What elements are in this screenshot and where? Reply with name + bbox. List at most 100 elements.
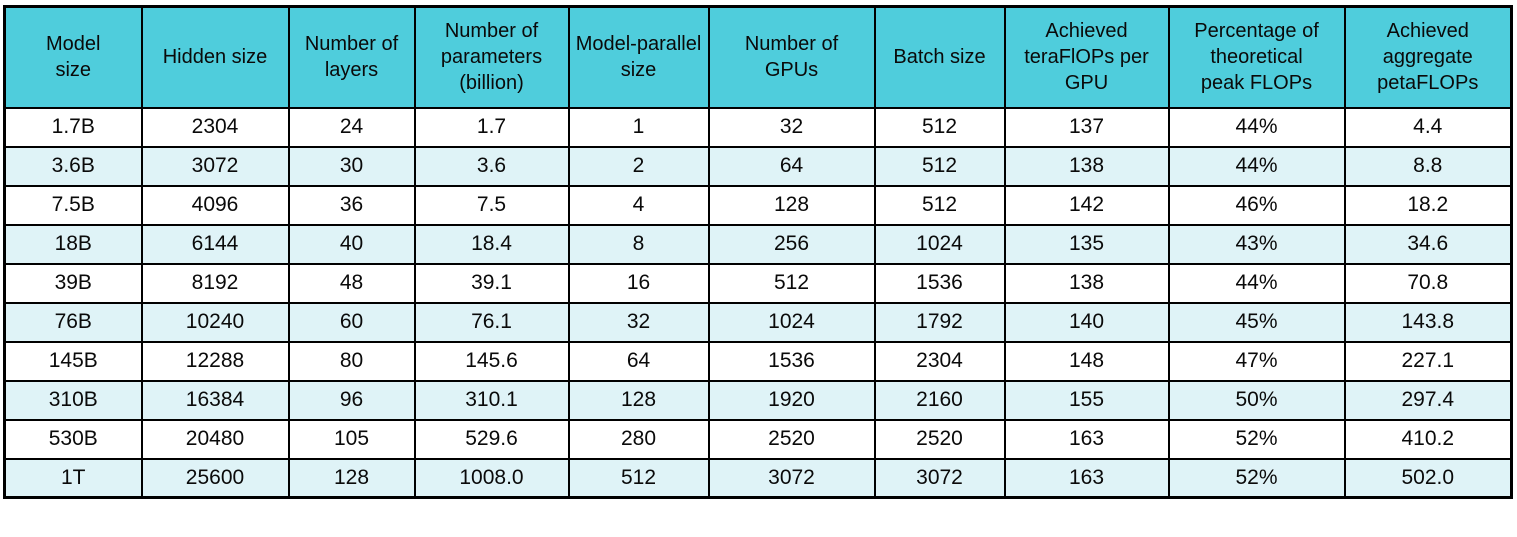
cell-aggregate-petaflops: 502.0	[1343, 457, 1513, 499]
column-header-batch-size: Batch size	[873, 5, 1006, 109]
cell-num-gpus: 2520	[707, 418, 876, 460]
cell-teraflops-per-gpu: 140	[1003, 301, 1170, 343]
cell-num-layers: 105	[287, 418, 416, 460]
column-header-teraflops-per-gpu: Achieved teraFlOPs per GPU	[1003, 5, 1170, 109]
cell-peak-flops-pct: 52%	[1167, 457, 1346, 499]
cell-hidden-size: 6144	[140, 223, 290, 265]
cell-batch-size: 512	[873, 145, 1006, 187]
cell-batch-size: 1792	[873, 301, 1006, 343]
cell-teraflops-per-gpu: 137	[1003, 106, 1170, 148]
cell-aggregate-petaflops: 34.6	[1343, 223, 1513, 265]
cell-hidden-size: 8192	[140, 262, 290, 304]
column-header-model-parallel: Model-parallel size	[567, 5, 710, 109]
table-row-310B: 310B 16384 96 310.1 128 1920 2160 155 50…	[3, 379, 1513, 421]
cell-num-layers: 80	[287, 340, 416, 382]
cell-model-size: 530B	[3, 418, 143, 460]
cell-peak-flops-pct: 44%	[1167, 262, 1346, 304]
cell-batch-size: 512	[873, 184, 1006, 226]
table-body: 1.7B 2304 24 1.7 1 32 512 137 44% 4.4 3.…	[3, 106, 1513, 499]
cell-teraflops-per-gpu: 138	[1003, 262, 1170, 304]
cell-num-layers: 24	[287, 106, 416, 148]
cell-hidden-size: 3072	[140, 145, 290, 187]
column-header-hidden-size: Hidden size	[140, 5, 290, 109]
cell-num-gpus: 512	[707, 262, 876, 304]
cell-teraflops-per-gpu: 163	[1003, 418, 1170, 460]
cell-peak-flops-pct: 52%	[1167, 418, 1346, 460]
table-row-1T: 1T 25600 128 1008.0 512 3072 3072 163 52…	[3, 457, 1513, 499]
cell-batch-size: 2160	[873, 379, 1006, 421]
cell-peak-flops-pct: 46%	[1167, 184, 1346, 226]
cell-peak-flops-pct: 43%	[1167, 223, 1346, 265]
cell-model-size: 18B	[3, 223, 143, 265]
cell-model-size: 39B	[3, 262, 143, 304]
cell-batch-size: 2520	[873, 418, 1006, 460]
cell-aggregate-petaflops: 4.4	[1343, 106, 1513, 148]
cell-num-gpus: 64	[707, 145, 876, 187]
cell-num-parameters: 7.5	[413, 184, 570, 226]
cell-peak-flops-pct: 44%	[1167, 106, 1346, 148]
cell-aggregate-petaflops: 8.8	[1343, 145, 1513, 187]
cell-num-layers: 36	[287, 184, 416, 226]
cell-peak-flops-pct: 45%	[1167, 301, 1346, 343]
cell-num-layers: 48	[287, 262, 416, 304]
cell-model-parallel: 32	[567, 301, 710, 343]
table-header: Model size Hidden size Number of layers …	[3, 5, 1513, 109]
cell-aggregate-petaflops: 297.4	[1343, 379, 1513, 421]
column-header-aggregate-petaflops: Achieved aggregate petaFLOPs	[1343, 5, 1513, 109]
table-row-76B: 76B 10240 60 76.1 32 1024 1792 140 45% 1…	[3, 301, 1513, 343]
cell-num-parameters: 76.1	[413, 301, 570, 343]
cell-batch-size: 2304	[873, 340, 1006, 382]
cell-num-parameters: 145.6	[413, 340, 570, 382]
cell-num-gpus: 1920	[707, 379, 876, 421]
cell-model-size: 76B	[3, 301, 143, 343]
cell-model-size: 1T	[3, 457, 143, 499]
cell-aggregate-petaflops: 70.8	[1343, 262, 1513, 304]
cell-hidden-size: 20480	[140, 418, 290, 460]
cell-model-size: 310B	[3, 379, 143, 421]
cell-hidden-size: 16384	[140, 379, 290, 421]
cell-num-gpus: 256	[707, 223, 876, 265]
column-header-num-layers: Number of layers	[287, 5, 416, 109]
cell-model-parallel: 4	[567, 184, 710, 226]
cell-model-parallel: 16	[567, 262, 710, 304]
column-header-model-size: Model size	[3, 5, 143, 109]
cell-teraflops-per-gpu: 135	[1003, 223, 1170, 265]
cell-aggregate-petaflops: 143.8	[1343, 301, 1513, 343]
cell-num-parameters: 39.1	[413, 262, 570, 304]
table-row-3.6B: 3.6B 3072 30 3.6 2 64 512 138 44% 8.8	[3, 145, 1513, 187]
table-row-39B: 39B 8192 48 39.1 16 512 1536 138 44% 70.…	[3, 262, 1513, 304]
cell-num-parameters: 529.6	[413, 418, 570, 460]
cell-model-size: 145B	[3, 340, 143, 382]
table-row-1.7B: 1.7B 2304 24 1.7 1 32 512 137 44% 4.4	[3, 106, 1513, 148]
cell-aggregate-petaflops: 410.2	[1343, 418, 1513, 460]
cell-model-parallel: 64	[567, 340, 710, 382]
cell-num-gpus: 128	[707, 184, 876, 226]
cell-num-gpus: 1536	[707, 340, 876, 382]
cell-num-layers: 40	[287, 223, 416, 265]
model-scaling-performance-table: Model size Hidden size Number of layers …	[3, 5, 1513, 499]
cell-teraflops-per-gpu: 142	[1003, 184, 1170, 226]
cell-teraflops-per-gpu: 163	[1003, 457, 1170, 499]
cell-batch-size: 512	[873, 106, 1006, 148]
cell-batch-size: 3072	[873, 457, 1006, 499]
cell-model-parallel: 2	[567, 145, 710, 187]
cell-num-gpus: 3072	[707, 457, 876, 499]
cell-num-layers: 128	[287, 457, 416, 499]
cell-peak-flops-pct: 47%	[1167, 340, 1346, 382]
column-header-peak-flops-pct: Percentage of theoretical peak FLOPs	[1167, 5, 1346, 109]
cell-num-gpus: 1024	[707, 301, 876, 343]
cell-model-parallel: 128	[567, 379, 710, 421]
cell-num-parameters: 1.7	[413, 106, 570, 148]
cell-model-size: 1.7B	[3, 106, 143, 148]
cell-num-gpus: 32	[707, 106, 876, 148]
cell-aggregate-petaflops: 227.1	[1343, 340, 1513, 382]
cell-model-size: 7.5B	[3, 184, 143, 226]
header-row: Model size Hidden size Number of layers …	[3, 5, 1513, 109]
cell-num-layers: 60	[287, 301, 416, 343]
cell-hidden-size: 2304	[140, 106, 290, 148]
table-row-145B: 145B 12288 80 145.6 64 1536 2304 148 47%…	[3, 340, 1513, 382]
table-row-7.5B: 7.5B 4096 36 7.5 4 128 512 142 46% 18.2	[3, 184, 1513, 226]
cell-model-parallel: 512	[567, 457, 710, 499]
cell-hidden-size: 25600	[140, 457, 290, 499]
table-row-18B: 18B 6144 40 18.4 8 256 1024 135 43% 34.6	[3, 223, 1513, 265]
